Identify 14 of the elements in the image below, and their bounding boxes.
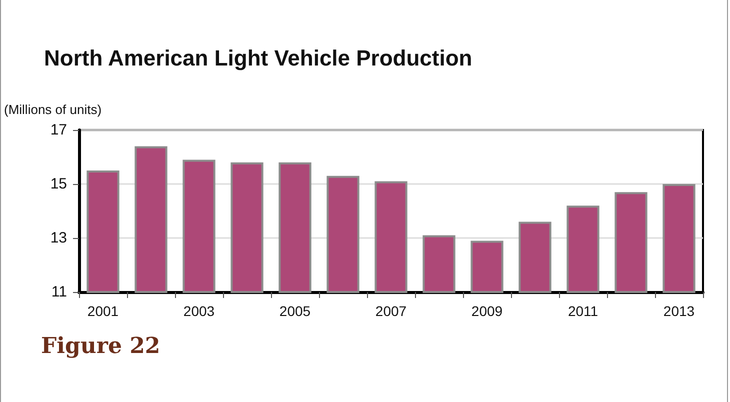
x-tick-label: 2001 [87,303,119,319]
y-tick-label: 11 [51,284,67,300]
y-tick-label: 15 [50,176,67,192]
caption: Figure 22 [41,333,160,359]
x-tick-label: 2005 [279,303,311,319]
x-tick-label: 2013 [663,303,695,319]
y-tick-label: 13 [50,230,67,246]
x-tick-label: 2011 [568,303,598,319]
x-tick-label: 2007 [375,303,407,319]
y-tick-label: 17 [50,122,67,138]
chart-title: North American Light Vehicle Production [44,46,472,70]
x-tick-label: 2003 [183,303,215,319]
x-tick-label: 2009 [471,303,503,319]
y-axis-title: (Millions of units) [4,102,102,117]
